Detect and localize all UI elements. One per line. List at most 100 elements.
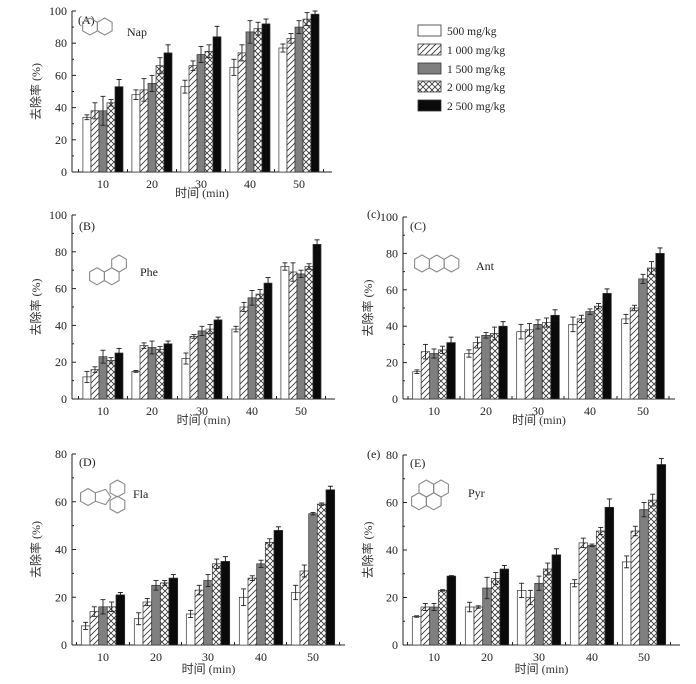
bar-2500 — [656, 464, 667, 646]
error-bar — [572, 579, 578, 588]
compound-label: Pyr — [468, 486, 485, 500]
bar-1000 — [578, 542, 589, 646]
bar-1000 — [524, 329, 535, 400]
bar-500 — [185, 613, 196, 646]
y-tick-label: 60 — [386, 496, 398, 510]
y-tick-label: 20 — [55, 590, 67, 604]
bar-2000 — [106, 360, 116, 400]
bar-2500 — [604, 506, 615, 646]
error-bar — [526, 323, 532, 337]
bar-2000 — [593, 305, 604, 400]
y-tick-label: 0 — [61, 392, 67, 406]
panel-label: (E) — [410, 456, 425, 470]
error-bar — [199, 325, 205, 336]
error-bar — [631, 304, 637, 312]
error-bar — [100, 95, 106, 126]
bar-2500 — [446, 342, 456, 400]
error-bar — [182, 79, 188, 94]
bar-2500 — [312, 244, 322, 400]
error-bar — [108, 357, 114, 364]
bar-2500 — [168, 577, 179, 646]
error-bar — [157, 57, 163, 75]
y-tick-label: 80 — [386, 246, 398, 260]
error-bar — [108, 99, 114, 107]
y-tick-label: 100 — [49, 208, 67, 222]
error-bar — [466, 349, 472, 358]
panel-b: 0 20 40 60 80 100 10 20 30 40 50 时间 (min) 去除率 (%) (B)… — [28, 208, 335, 427]
legend-label: 500 mg/kg — [447, 26, 497, 38]
bar-1000 — [576, 318, 587, 400]
bar-2000 — [541, 322, 552, 400]
bar-500 — [568, 324, 578, 400]
bar-2000 — [304, 266, 314, 400]
error-bar — [141, 78, 147, 102]
bar-1000 — [472, 342, 483, 400]
error-bar — [310, 512, 316, 516]
naphthalene-structure-icon — [82, 17, 113, 36]
corner-label: (e) — [367, 447, 380, 461]
bar-2500 — [115, 594, 126, 646]
legend-item: 500 mg/kg — [417, 24, 497, 38]
error-bar — [492, 326, 498, 341]
y-tick-label: 20 — [386, 591, 398, 605]
legend-item: 1 000 mg/kg — [417, 43, 505, 57]
bar-500 — [278, 47, 288, 173]
error-bar — [207, 324, 213, 335]
bar-2500 — [261, 23, 271, 173]
y-tick-label: 60 — [386, 283, 398, 297]
bar-1500 — [151, 584, 161, 646]
bar-2000 — [646, 267, 657, 400]
bar-500 — [411, 616, 422, 646]
error-bar — [500, 321, 506, 332]
bar-2500 — [263, 282, 273, 400]
error-bar — [141, 342, 147, 349]
legend-label: 2 000 mg/kg — [447, 82, 505, 94]
bar-2000 — [204, 50, 214, 173]
error-bar — [327, 485, 333, 494]
x-axis-title: 时间 (min) — [182, 662, 236, 676]
error-bar — [136, 612, 142, 626]
error-bar — [414, 369, 420, 374]
bar-2000 — [155, 65, 165, 173]
bar-1500 — [308, 513, 318, 646]
bar-2000 — [302, 18, 312, 173]
error-bar — [475, 605, 481, 609]
bar-2000 — [595, 530, 606, 646]
error-bar — [293, 584, 299, 601]
bar-2000 — [316, 503, 327, 646]
x-tick-label: 20 — [146, 404, 158, 418]
bar-1000 — [194, 589, 205, 646]
x-tick-label: 10 — [97, 404, 109, 418]
bar-1000 — [188, 65, 198, 173]
error-bar — [440, 589, 446, 592]
y-tick-label: 100 — [380, 210, 398, 224]
bar-1500 — [294, 26, 304, 173]
error-bar — [448, 575, 454, 578]
error-bar — [198, 45, 204, 63]
error-bar — [298, 269, 304, 279]
bar-2500 — [499, 568, 510, 646]
error-bar — [658, 458, 664, 471]
anthracene-structure-icon — [414, 254, 460, 273]
y-tick-label: 40 — [386, 319, 398, 333]
error-bar — [196, 584, 202, 596]
bar-500 — [464, 606, 475, 646]
y-tick-label: 20 — [55, 355, 67, 369]
error-bar — [263, 18, 269, 30]
error-bar — [440, 345, 446, 354]
error-bar — [483, 332, 489, 339]
x-tick-label: 20 — [146, 177, 158, 191]
legend-item: 1 500 mg/kg — [417, 62, 505, 76]
bar-2500 — [550, 314, 560, 400]
error-bar — [214, 25, 220, 48]
error-bar — [501, 564, 507, 574]
x-tick-label: 40 — [255, 650, 267, 664]
error-bar — [319, 502, 325, 506]
bar-500 — [131, 94, 141, 173]
legend-swatch-2500 — [417, 99, 442, 112]
error-bar — [241, 588, 247, 607]
error-bar — [624, 555, 630, 569]
error-bar — [519, 582, 525, 598]
x-tick-label: 50 — [295, 404, 307, 418]
